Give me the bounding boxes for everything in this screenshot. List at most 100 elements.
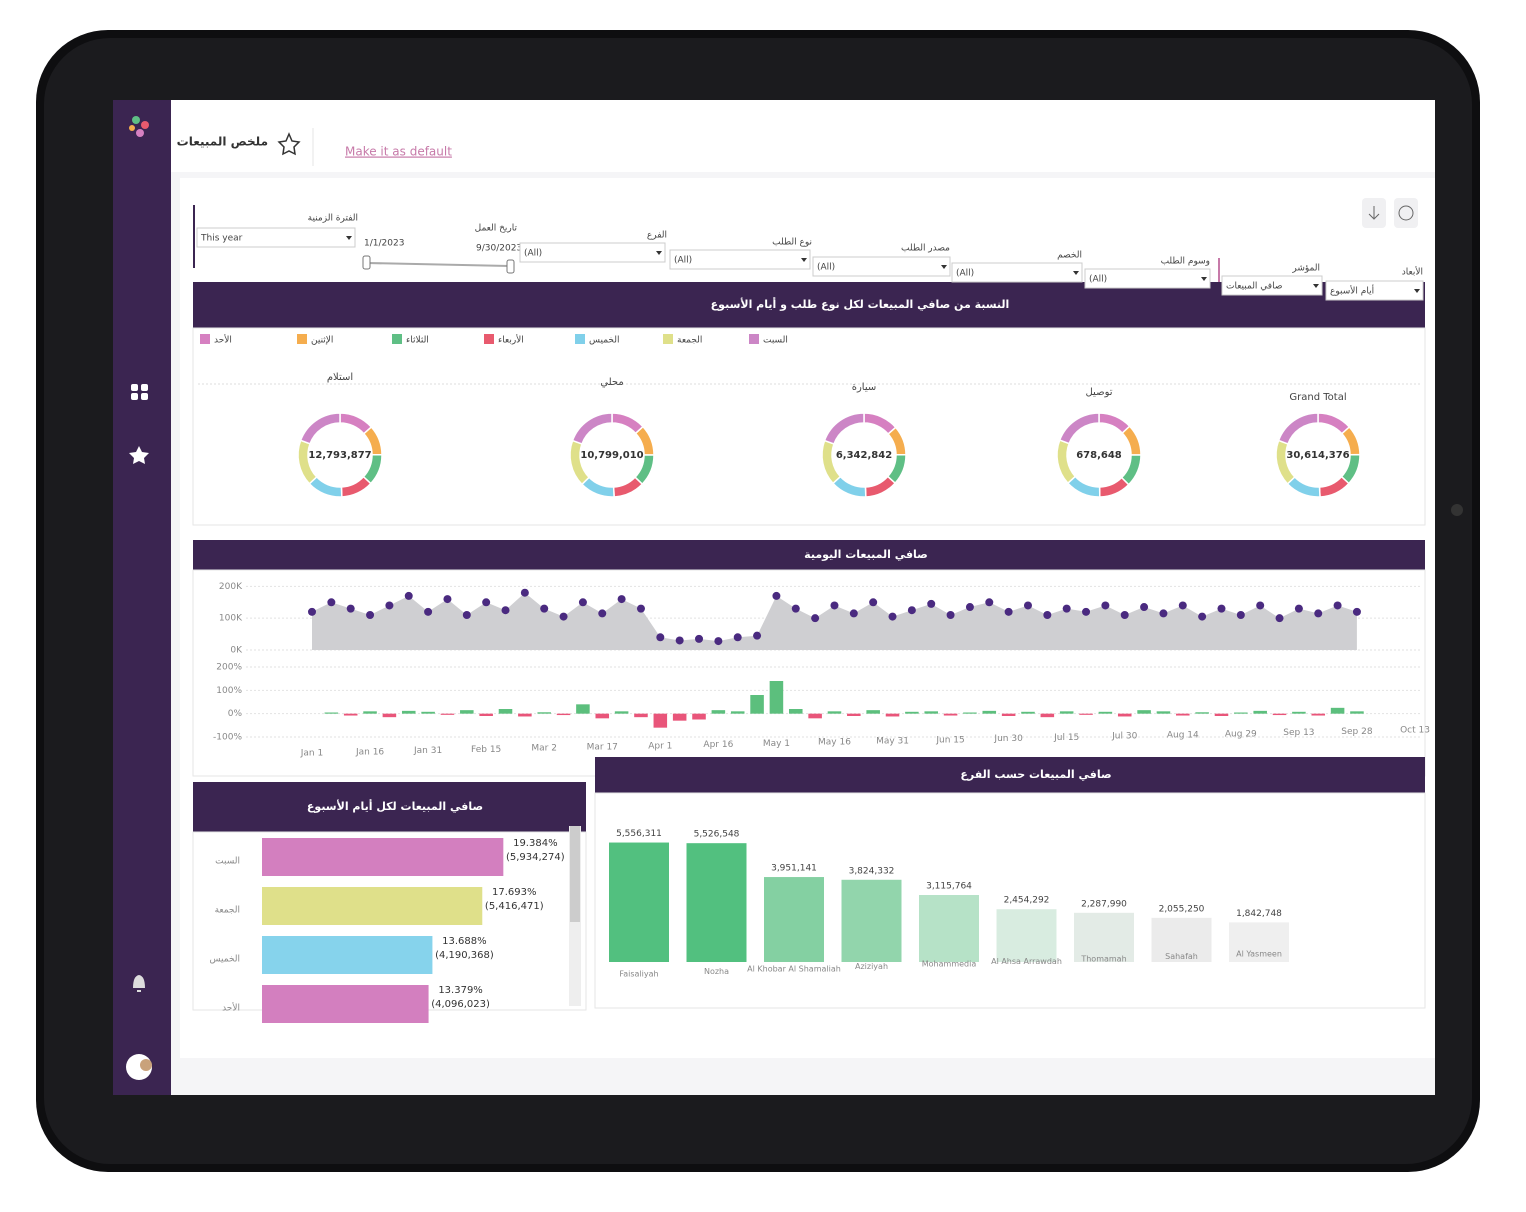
change-bar [1311, 713, 1326, 716]
branch-bar [1151, 917, 1212, 962]
legend-label: الأحد [214, 334, 232, 346]
x-tick-label: Apr 1 [648, 741, 672, 751]
date-end: 9/30/2023 [476, 244, 522, 254]
filter-label: الأبعاد [1402, 266, 1423, 278]
filter-select[interactable] [1084, 268, 1211, 289]
change-bar [614, 711, 629, 714]
sales-point [1217, 604, 1226, 613]
change-bar [885, 713, 900, 717]
donut-total: 6,342,842 [836, 450, 892, 461]
sales-point [985, 598, 994, 607]
value-label: 13.688% [442, 936, 487, 947]
donut-total: 678,648 [1076, 450, 1122, 461]
favorites-icon[interactable] [129, 446, 149, 464]
sidebar [113, 100, 171, 1095]
change-bar [1001, 713, 1016, 716]
avatar-face [140, 1059, 152, 1071]
amount-label: (5,416,471) [485, 901, 544, 912]
x-tick-label: Jun 30 [993, 734, 1023, 744]
sales-point [1352, 607, 1361, 616]
sales-point [1314, 609, 1323, 618]
dashboard-icon[interactable] [131, 384, 148, 400]
star-button[interactable] [277, 132, 301, 156]
weekday-bar [262, 838, 504, 876]
notification-icon[interactable] [133, 975, 145, 992]
change-bar [498, 709, 513, 714]
donut-segment [1277, 412, 1319, 445]
legend-label: الأربعاء [498, 334, 524, 346]
bar-category: Sahafah [1165, 952, 1198, 961]
change-bar [1137, 710, 1151, 714]
info-icon [1398, 205, 1414, 221]
x-tick-label: Jan 16 [355, 747, 384, 757]
slider-handle[interactable] [506, 259, 515, 274]
change-bar [943, 713, 958, 716]
change-bar [672, 713, 687, 721]
change-bar [1117, 713, 1132, 717]
legend-swatch [575, 334, 585, 344]
sales-point [1043, 611, 1052, 619]
sales-point [927, 599, 936, 608]
change-bar [382, 713, 397, 718]
filter-select[interactable] [196, 227, 356, 248]
filter-value: أيام الأسبوع [1330, 285, 1374, 297]
sales-point [1198, 612, 1207, 621]
change-bar [363, 711, 377, 714]
change-bar [1079, 713, 1093, 715]
x-tick-label: Jul 30 [1111, 732, 1137, 742]
filter-value: (All) [817, 263, 835, 273]
change-bar [634, 713, 648, 718]
donut-segment [571, 412, 613, 445]
filter-label: الخصم [1057, 251, 1082, 261]
sales-point [888, 612, 897, 621]
sales-point [753, 631, 762, 640]
y-tick-label: 0K [230, 646, 243, 656]
filter-select[interactable] [1325, 280, 1424, 301]
filter-select[interactable] [951, 262, 1083, 283]
slider-handle[interactable] [362, 255, 371, 270]
scrollbar-thumb[interactable] [570, 826, 580, 922]
filter-select[interactable] [669, 249, 811, 270]
value-label: 1,842,748 [1236, 909, 1282, 919]
sales-point [636, 604, 645, 613]
x-tick-label: Jan 1 [300, 749, 323, 759]
change-bar [788, 709, 803, 714]
bar-category: Nozha [704, 967, 729, 976]
change-bar [479, 713, 493, 716]
default-link[interactable]: Make it as default [345, 145, 452, 159]
filter-select[interactable] [1221, 275, 1323, 296]
donut-panel [192, 327, 1426, 526]
info-button[interactable] [1394, 198, 1418, 228]
change-bar [1350, 711, 1364, 714]
dropdown-arrow [1313, 284, 1319, 288]
y-tick-label: -100% [213, 733, 242, 743]
weekday-bar [262, 936, 433, 974]
daily-title: صافي المبيعات اليومية [804, 548, 928, 561]
change-bar [576, 704, 590, 714]
sales-point [501, 606, 510, 615]
sales-point [462, 611, 471, 619]
bar-category: Aziziyah [855, 962, 888, 971]
change-bar [440, 713, 455, 715]
filter-select[interactable] [812, 256, 951, 277]
legend-swatch [663, 334, 673, 344]
weekday-title: صافي المبيعات لكل أيام الأسبوع [307, 799, 483, 813]
date-start: 1/1/2023 [364, 239, 404, 249]
amount-label: (4,096,023) [431, 999, 490, 1010]
dropdown-arrow [346, 236, 352, 240]
filter-select[interactable] [519, 242, 666, 263]
donut-name: سيارة [852, 382, 877, 393]
change-bar [343, 713, 358, 716]
change-bar [905, 711, 919, 714]
donut-total: 10,799,010 [580, 450, 643, 461]
filter-value: (All) [1089, 275, 1107, 285]
amount-label: (5,934,274) [506, 852, 565, 863]
sales-point [540, 604, 549, 613]
legend-swatch [297, 334, 307, 344]
value-label: 2,454,292 [1004, 896, 1050, 906]
filter-label: مصدر الطلب [901, 244, 950, 254]
donut-name: استلام [327, 372, 353, 383]
sales-point [1062, 604, 1071, 613]
sales-point [946, 611, 955, 619]
